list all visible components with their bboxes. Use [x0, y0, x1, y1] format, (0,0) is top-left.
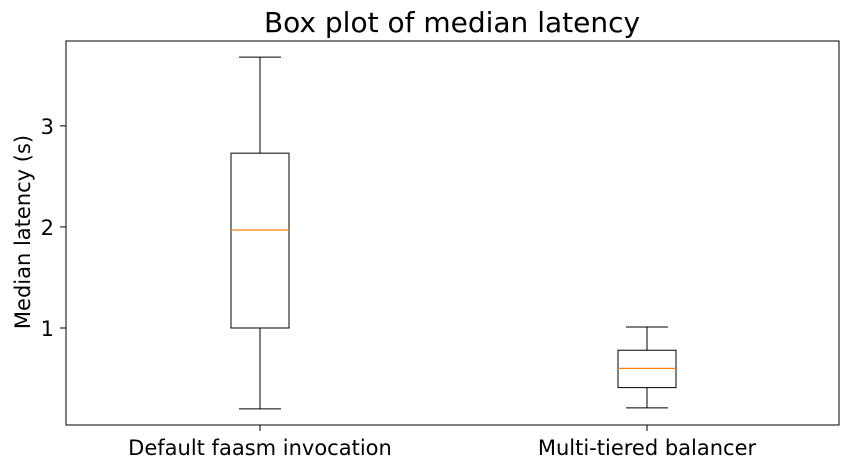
- y-axis-label: Median latency (s): [11, 135, 35, 329]
- y-tick-label: 2: [41, 216, 54, 240]
- iqr-box: [230, 152, 290, 329]
- plot-marks: 1 2 3 Default faasm invocation Multi-tiered …: [41, 56, 757, 460]
- y-tick-label: 1: [41, 317, 54, 341]
- x-tick-label: Multi-tiered balancer: [538, 436, 757, 460]
- chart-title: Box plot of median latency: [264, 6, 640, 39]
- y-tick-label: 3: [41, 115, 54, 139]
- plot-frame: [65, 40, 840, 426]
- x-tick-label: Default faasm invocation: [128, 436, 392, 460]
